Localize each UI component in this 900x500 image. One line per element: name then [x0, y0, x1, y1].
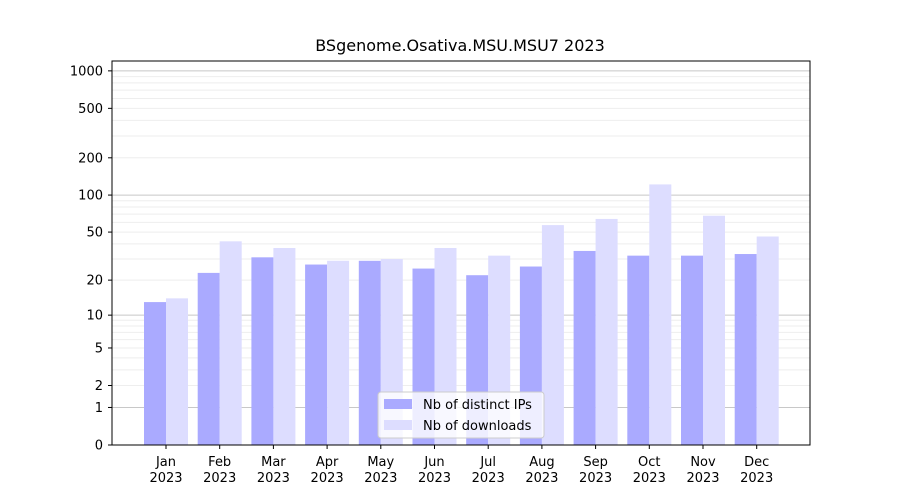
- x-tick-label-month: Sep: [583, 455, 608, 470]
- bar-downloads-jan: [166, 298, 188, 445]
- legend-swatch: [384, 399, 412, 409]
- bar-ips-dec: [734, 254, 757, 445]
- y-tick-label: 0: [95, 439, 103, 454]
- x-tick-label-year: 2023: [472, 471, 505, 486]
- bar-ips-mar: [251, 257, 274, 445]
- legend-box: [377, 391, 545, 439]
- x-tick-label-year: 2023: [364, 471, 397, 486]
- plot-frame: [111, 60, 811, 446]
- y-tick-label: 1000: [70, 64, 103, 79]
- bar-downloads-nov: [703, 215, 725, 445]
- bar-ips-sep: [573, 250, 596, 445]
- x-tick-label-year: 2023: [418, 471, 451, 486]
- bar-ips-feb: [197, 272, 220, 445]
- x-tick-label-month: Oct: [638, 455, 660, 470]
- legend-swatch: [384, 420, 412, 430]
- y-tick-label: 2: [95, 379, 103, 394]
- x-tick-label-month: Jul: [479, 455, 496, 470]
- x-tick-label-month: May: [367, 455, 394, 470]
- x-tick-label-year: 2023: [633, 471, 666, 486]
- x-tick-label-year: 2023: [579, 471, 612, 486]
- x-tick-label-month: Dec: [744, 455, 769, 470]
- bar-downloads-sep: [595, 218, 618, 445]
- legend-label: Nb of distinct IPs: [423, 398, 532, 413]
- chart-title: BSgenome.Osativa.MSU.MSU7 2023: [315, 36, 605, 55]
- x-tick-label-year: 2023: [203, 471, 236, 486]
- bar-downloads-mar: [273, 248, 296, 445]
- y-tick-label: 500: [78, 102, 103, 117]
- x-tick-label-year: 2023: [525, 471, 558, 486]
- x-tick-label-month: Aug: [529, 455, 554, 470]
- y-tick-label: 20: [86, 274, 103, 289]
- x-tick-label-month: Jan: [155, 455, 176, 470]
- bar-downloads-aug: [541, 225, 564, 445]
- bar-downloads-feb: [219, 241, 242, 445]
- y-tick-label: 10: [86, 309, 103, 324]
- y-tick-label: 1: [95, 401, 103, 416]
- legend: Nb of distinct IPs Nb of downloads: [377, 391, 545, 439]
- x-axis-ticks: Jan2023Feb2023Mar2023Apr2023May2023Jun20…: [149, 445, 773, 486]
- x-tick-label-year: 2023: [740, 471, 773, 486]
- x-tick-label-year: 2023: [257, 471, 290, 486]
- legend-label: Nb of downloads: [423, 419, 532, 434]
- bar-ips-apr: [305, 264, 328, 445]
- bar-downloads-apr: [327, 260, 350, 445]
- bar-downloads-oct: [649, 184, 672, 445]
- bar-ips-oct: [627, 255, 650, 445]
- x-tick-label-year: 2023: [311, 471, 344, 486]
- y-axis-ticks: 0 1 2 5 10 20 50 100 200 500 1000: [70, 64, 112, 454]
- y-tick-label: 50: [86, 226, 103, 241]
- x-tick-label-month: Jun: [423, 455, 444, 470]
- x-tick-label-month: Apr: [316, 455, 339, 470]
- x-tick-label-month: Nov: [690, 455, 716, 470]
- y-tick-label: 200: [78, 151, 103, 166]
- bar-ips-jan: [144, 302, 166, 445]
- bar-ips-may: [358, 260, 381, 445]
- x-tick-label-month: Mar: [261, 455, 286, 470]
- bar-downloads-dec: [756, 236, 779, 445]
- y-tick-label: 5: [95, 341, 103, 356]
- x-tick-label-year: 2023: [686, 471, 719, 486]
- y-tick-label: 100: [78, 189, 103, 204]
- bar-ips-nov: [681, 255, 703, 445]
- x-tick-label-year: 2023: [149, 471, 182, 486]
- axes: [111, 60, 811, 446]
- x-tick-label-month: Feb: [208, 455, 231, 470]
